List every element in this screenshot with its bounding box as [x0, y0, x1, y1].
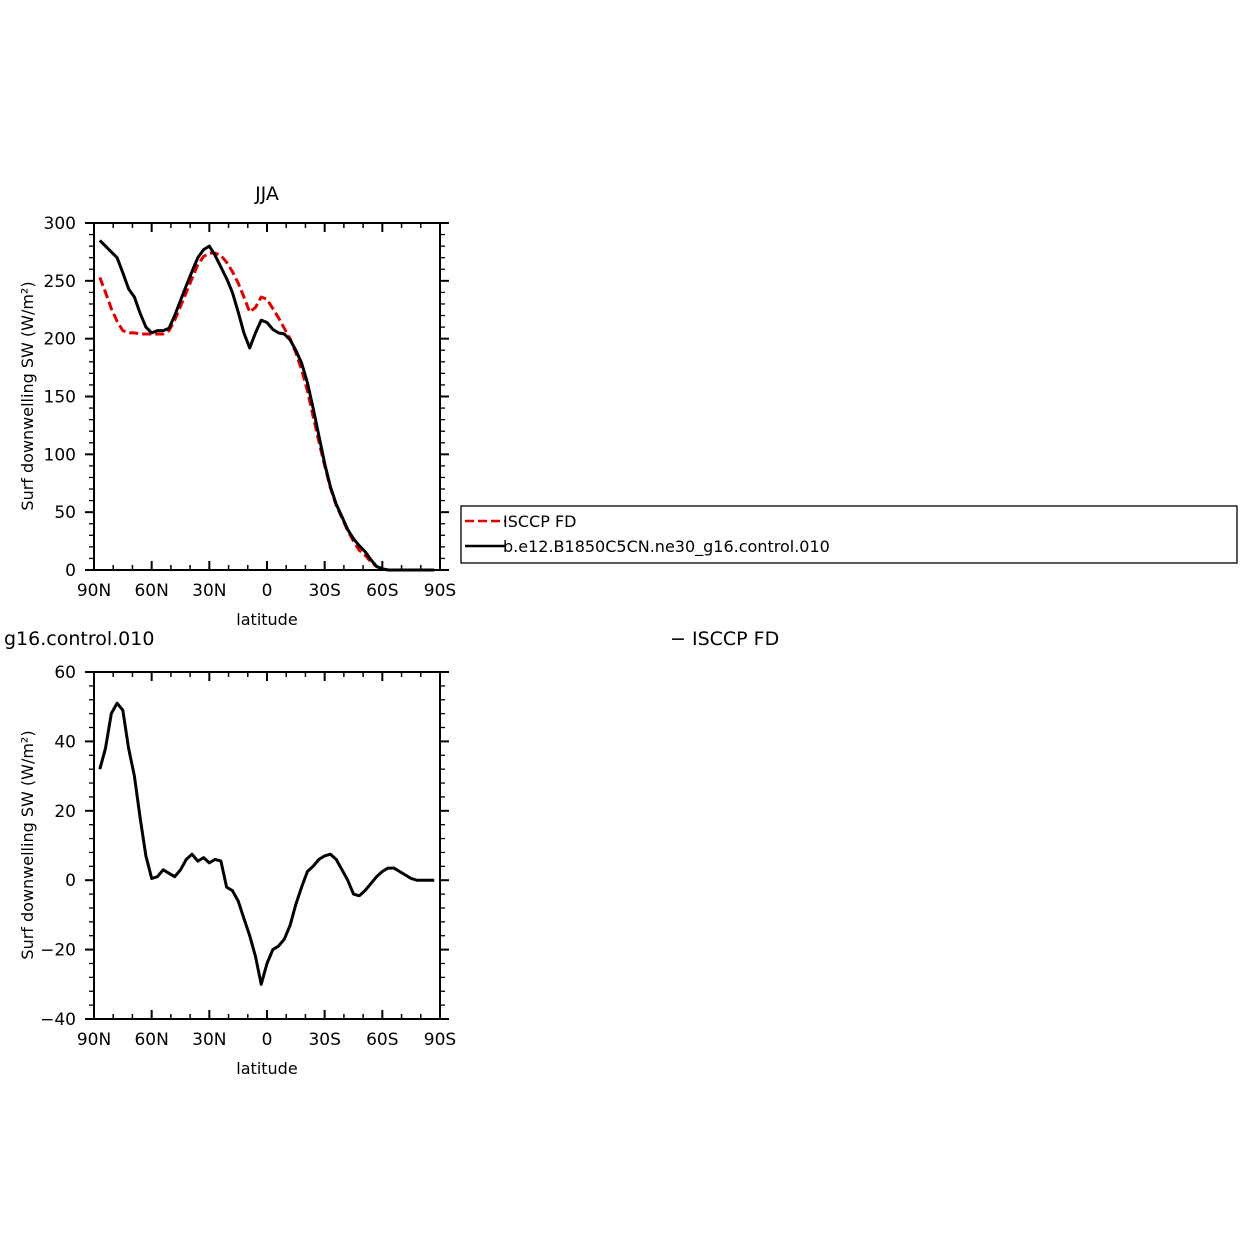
bottom-y-axis-label: Surf downwelling SW (W/m²): [18, 730, 37, 959]
x-tick-label: 30N: [192, 1030, 226, 1050]
top-panel-title: JJA: [254, 183, 279, 205]
top-x-axis-label: latitude: [236, 610, 297, 629]
x-tick-label: 90N: [77, 1030, 111, 1050]
top-series: [98, 239, 435, 572]
y-tick-label: −40: [40, 1010, 76, 1030]
y-tick-label: 300: [44, 214, 76, 234]
y-tick-label: 200: [44, 330, 76, 350]
bottom-series: [98, 701, 435, 986]
x-tick-label: 90S: [424, 1030, 456, 1050]
top-plot-frame: [93, 222, 441, 571]
panel-bottom: g16.control.010 − ISCCP FD 90N 60N 30N 0 30S…: [4, 628, 779, 1078]
y-tick-label: 40: [54, 732, 76, 752]
bottom-ticks: 90N 60N 30N 0 30S 60S 90S −40 −20 0 20 40 60: [40, 663, 456, 1050]
x-tick-label: 0: [262, 1030, 273, 1050]
legend-label-model: b.e12.B1850C5CN.ne30_g16.control.010: [503, 537, 830, 557]
y-tick-label: 60: [54, 663, 76, 683]
x-tick-label: 90S: [424, 581, 456, 601]
x-tick-label: 60S: [366, 581, 398, 601]
y-tick-label: 50: [54, 503, 76, 523]
x-tick-label: 60S: [366, 1030, 398, 1050]
x-tick-label: 0: [262, 581, 273, 601]
series-line-model: [98, 239, 435, 572]
x-tick-label: 30S: [308, 1030, 340, 1050]
bottom-panel-title-left: g16.control.010: [4, 628, 154, 650]
top-ticks: 90N 60N 30N 0 30S 60S 90S 0 50 100 150 200 250 300: [44, 214, 457, 601]
legend-box: [460, 505, 1238, 564]
y-tick-label: 20: [54, 802, 76, 822]
y-tick-label: −20: [40, 941, 76, 961]
x-tick-label: 60N: [134, 1030, 168, 1050]
y-tick-label: 100: [44, 445, 76, 465]
x-tick-label: 30N: [192, 581, 226, 601]
x-tick-label: 30S: [308, 581, 340, 601]
top-y-axis-label: Surf downwelling SW (W/m²): [18, 281, 37, 510]
series-line-isccp: [98, 251, 435, 572]
x-tick-label: 90N: [77, 581, 111, 601]
legend: ISCCP FD b.e12.B1850C5CN.ne30_g16.contro…: [460, 505, 1238, 564]
y-tick-label: 0: [65, 561, 76, 581]
y-tick-label: 250: [44, 272, 76, 292]
bottom-panel-title-right: − ISCCP FD: [670, 628, 779, 650]
y-tick-label: 0: [65, 871, 76, 891]
y-tick-label: 150: [44, 388, 76, 408]
series-line-difference: [98, 701, 435, 986]
panel-top: JJA 90N 60N 30N 0 30S 60S 90S 0 50 100 150 200 250 30…: [18, 183, 456, 629]
legend-label-isccp: ISCCP FD: [503, 512, 576, 531]
bottom-x-axis-label: latitude: [236, 1059, 297, 1078]
x-tick-label: 60N: [134, 581, 168, 601]
